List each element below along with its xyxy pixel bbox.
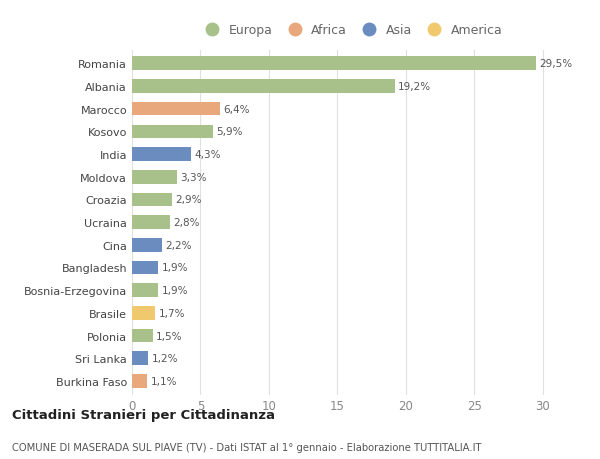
Text: 2,8%: 2,8% [174, 218, 200, 228]
Bar [132, 171, 177, 184]
Text: 6,4%: 6,4% [223, 104, 250, 114]
Text: 1,7%: 1,7% [158, 308, 185, 318]
Bar [132, 102, 220, 116]
Text: 3,3%: 3,3% [181, 172, 207, 182]
Text: 1,9%: 1,9% [161, 263, 188, 273]
Text: 1,9%: 1,9% [161, 285, 188, 296]
Text: 5,9%: 5,9% [216, 127, 242, 137]
Text: COMUNE DI MASERADA SUL PIAVE (TV) - Dati ISTAT al 1° gennaio - Elaborazione TUTT: COMUNE DI MASERADA SUL PIAVE (TV) - Dati… [12, 442, 482, 452]
Bar [132, 261, 158, 274]
Text: 2,2%: 2,2% [166, 240, 192, 250]
Text: 1,1%: 1,1% [151, 376, 177, 386]
Bar [132, 239, 162, 252]
Text: 4,3%: 4,3% [194, 150, 221, 160]
Text: 1,2%: 1,2% [152, 353, 178, 364]
Text: 29,5%: 29,5% [539, 59, 572, 69]
Bar [132, 193, 172, 207]
Bar [132, 57, 536, 71]
Text: 2,9%: 2,9% [175, 195, 202, 205]
Bar [132, 80, 395, 94]
Bar [132, 352, 148, 365]
Bar [132, 307, 155, 320]
Bar [132, 284, 158, 297]
Text: 19,2%: 19,2% [398, 82, 431, 92]
Legend: Europa, Africa, Asia, America: Europa, Africa, Asia, America [194, 19, 508, 42]
Bar [132, 216, 170, 230]
Bar [132, 125, 213, 139]
Bar [132, 329, 152, 343]
Text: Cittadini Stranieri per Cittadinanza: Cittadini Stranieri per Cittadinanza [12, 408, 275, 421]
Text: 1,5%: 1,5% [156, 331, 182, 341]
Bar [132, 375, 147, 388]
Bar [132, 148, 191, 162]
